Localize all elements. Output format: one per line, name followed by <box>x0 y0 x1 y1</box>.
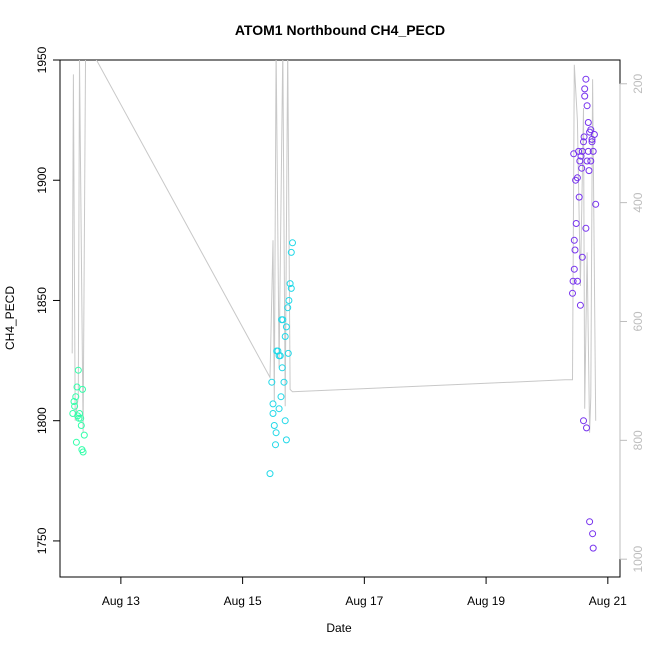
point-series-1 <box>77 422 85 429</box>
point-series-3 <box>581 85 589 93</box>
x-tick-label: Aug 15 <box>224 594 262 608</box>
point-series-1 <box>79 448 87 456</box>
point-series-3 <box>589 530 597 538</box>
point-series-3 <box>572 220 580 227</box>
point-series-2 <box>266 470 274 478</box>
point-series-3 <box>577 152 585 160</box>
point-series-2 <box>277 393 285 401</box>
point-series-3 <box>590 131 598 138</box>
point-series-3 <box>569 277 577 285</box>
point-series-2 <box>278 364 286 372</box>
y2-tick-label: 600 <box>631 311 645 331</box>
point-series-3 <box>578 164 586 172</box>
point-series-3 <box>573 277 581 285</box>
point-series-1 <box>71 402 79 410</box>
y2-tick-label: 200 <box>631 73 645 93</box>
point-series-3 <box>584 147 592 155</box>
x-axis: Aug 13 Aug 15 Aug 17 Aug 19 Aug 21 <box>102 576 627 608</box>
point-series-2 <box>287 284 295 292</box>
point-series-2 <box>276 352 284 360</box>
point-series-3 <box>581 92 589 100</box>
point-series-3 <box>587 126 595 134</box>
point-series-2 <box>269 410 277 417</box>
point-series-2 <box>287 248 295 256</box>
y2-tick-label: 800 <box>631 430 645 450</box>
secondary-line <box>71 60 597 433</box>
point-series-3 <box>570 265 578 273</box>
y-tick-label: 1800 <box>35 407 49 434</box>
point-series-2 <box>286 280 294 288</box>
point-series-1 <box>72 438 80 446</box>
point-series-2 <box>280 378 288 386</box>
y2-tick-label: 400 <box>631 192 645 212</box>
point-series-2 <box>275 405 283 413</box>
points-layer <box>69 75 600 552</box>
x-tick-label: Aug 21 <box>589 594 627 608</box>
point-series-2 <box>272 429 280 437</box>
x-tick-label: Aug 13 <box>102 594 140 608</box>
y2-tick-label: 1000 <box>631 546 645 573</box>
y-tick-label: 1750 <box>35 527 49 554</box>
point-series-3 <box>580 138 587 146</box>
point-series-1 <box>75 414 83 422</box>
x-tick-label: Aug 17 <box>345 594 383 608</box>
x-tick-label: Aug 19 <box>467 594 505 608</box>
point-series-2 <box>281 417 289 425</box>
y-tick-label: 1900 <box>35 167 49 194</box>
point-series-2 <box>284 349 292 357</box>
y-axis-label: CH4_PECD <box>3 286 17 350</box>
point-series-3 <box>571 246 579 254</box>
x-axis-label: Date <box>326 621 352 635</box>
point-series-3 <box>570 150 578 158</box>
secondary-line-layer <box>71 60 597 433</box>
point-series-1 <box>79 385 86 393</box>
point-series-3 <box>578 253 586 261</box>
point-series-2 <box>272 441 279 449</box>
y-axis: 1750 1800 1850 1900 1950 <box>35 46 61 554</box>
point-series-2 <box>282 436 290 444</box>
point-series-2 <box>270 422 278 429</box>
point-series-3 <box>588 138 596 146</box>
point-series-2 <box>282 323 290 331</box>
y-tick-label: 1950 <box>35 46 49 73</box>
point-series-1 <box>74 366 82 374</box>
point-series-1 <box>70 398 78 405</box>
point-series-3 <box>583 157 591 165</box>
point-series-3 <box>580 417 587 425</box>
point-series-3 <box>569 289 576 297</box>
point-series-3 <box>592 200 600 208</box>
point-series-2 <box>284 304 292 312</box>
y2-axis: 200 400 600 800 1000 <box>619 73 645 573</box>
point-series-3 <box>586 518 594 526</box>
point-series-3 <box>587 157 595 165</box>
point-series-1 <box>72 393 80 401</box>
y-tick-label: 1850 <box>35 287 49 314</box>
point-series-3 <box>576 157 584 165</box>
point-series-2 <box>268 378 276 386</box>
point-series-3 <box>583 424 590 432</box>
point-series-3 <box>589 544 597 552</box>
point-series-3 <box>583 102 591 110</box>
point-series-3 <box>582 75 590 83</box>
point-series-3 <box>570 236 578 244</box>
point-series-3 <box>589 147 597 155</box>
point-series-3 <box>582 224 590 232</box>
point-series-3 <box>584 119 592 126</box>
point-series-3 <box>572 176 580 184</box>
point-series-2 <box>279 316 287 324</box>
point-series-3 <box>576 301 584 309</box>
point-series-3 <box>575 193 583 201</box>
point-series-3 <box>585 167 593 175</box>
point-series-2 <box>269 400 277 408</box>
point-series-2 <box>281 333 289 340</box>
point-series-2 <box>285 297 293 304</box>
point-series-2 <box>289 239 296 247</box>
point-series-3 <box>580 133 588 141</box>
chart-title: ATOM1 Northbound CH4_PECD <box>235 22 445 38</box>
point-series-1 <box>80 431 88 439</box>
